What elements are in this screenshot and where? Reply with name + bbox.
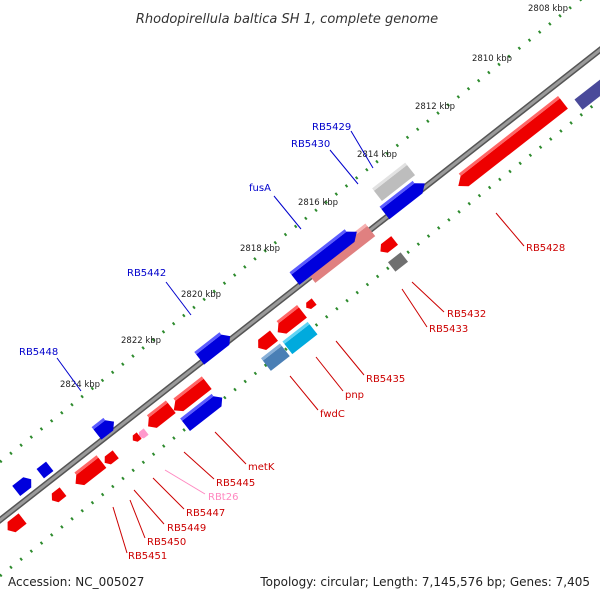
leader-RB5445 [183, 451, 215, 480]
label-RB5432[interactable]: RB5432 [447, 309, 486, 320]
label-RB5450[interactable]: RB5450 [147, 537, 186, 548]
tick-label: 2822 kbp [121, 336, 161, 346]
gene-RB5428[interactable] [452, 96, 568, 191]
label-metK[interactable]: metK [248, 462, 275, 473]
label-RB5451[interactable]: RB5451 [128, 551, 167, 562]
leader-pnp [315, 356, 344, 392]
gene-red-fwdC-region[interactable] [254, 330, 278, 353]
label-RB5448[interactable]: RB5448 [19, 347, 58, 358]
gene-RB5451[interactable] [49, 487, 67, 504]
label-RB5442[interactable]: RB5442 [127, 268, 166, 279]
genome-summary-text: Topology: circular; Length: 7,145,576 bp… [259, 575, 590, 589]
leader-metK [214, 431, 247, 465]
tick-labels: 2808 kbp 2810 kbp 2812 kbp 2814 kbp 2816… [60, 4, 568, 390]
gene-RB5449[interactable] [70, 455, 107, 489]
gene-metK[interactable] [168, 376, 212, 415]
tick-label: 2810 kbp [472, 54, 512, 64]
leader-fwdC [289, 375, 319, 411]
label-RBt26[interactable]: RBt26 [208, 492, 238, 503]
gene-blue-metK-region[interactable] [180, 390, 226, 432]
leader-RB5433 [401, 288, 428, 328]
label-RB5433[interactable]: RB5433 [429, 324, 468, 335]
leader-RB5430 [329, 149, 359, 185]
gene-RB5435[interactable] [272, 305, 307, 337]
label-RB5447[interactable]: RB5447 [186, 508, 225, 519]
accession-text: Accession: NC_005027 [8, 575, 144, 589]
gene-RB5447[interactable] [130, 432, 142, 443]
label-fwdC[interactable]: fwdC [320, 409, 345, 420]
leader-RB5449 [133, 489, 165, 525]
leader-RB5451 [112, 506, 128, 554]
label-RB5429[interactable]: RB5429 [312, 122, 351, 133]
gene-RB5448[interactable] [91, 414, 118, 440]
gene-red-edge[interactable] [4, 513, 27, 535]
label-pnp[interactable]: pnp [345, 390, 364, 401]
leader-fusA [273, 195, 302, 230]
tick-label: 2824 kbp [60, 380, 100, 390]
inner-tick-ruler [0, 98, 600, 578]
leader-RB5432 [411, 281, 445, 313]
leader-RB5429 [350, 130, 374, 169]
label-RB5449[interactable]: RB5449 [167, 523, 206, 534]
label-RB5445[interactable]: RB5445 [216, 478, 255, 489]
gene-purple-edge[interactable] [574, 74, 600, 110]
tick-label: 2820 kbp [181, 290, 221, 300]
gene-RB5450[interactable] [102, 450, 119, 466]
gene-RB5432[interactable] [377, 236, 398, 256]
gene-RB5435-b[interactable] [304, 298, 317, 310]
gene-RB5430[interactable] [379, 176, 429, 220]
outer-tick-ruler [0, 0, 583, 464]
label-fusA[interactable]: fusA [249, 183, 271, 194]
leader-RB5447 [152, 477, 185, 510]
leader-RBt26 [164, 469, 206, 495]
leader-RB5450 [129, 499, 146, 539]
tick-label: 2808 kbp [528, 4, 568, 14]
gene-fwdC[interactable] [261, 343, 290, 371]
gene-blue-small-1[interactable] [36, 461, 54, 479]
gene-fusA-neighbor[interactable] [289, 224, 361, 285]
leader-RB5435 [335, 340, 365, 376]
leader-RB5442 [165, 281, 192, 316]
gene-blue-small-2[interactable] [12, 474, 35, 497]
gene-RB5442[interactable] [194, 329, 234, 365]
label-RB5435[interactable]: RB5435 [366, 374, 405, 385]
gene-pnp[interactable] [282, 321, 318, 355]
label-RB5428[interactable]: RB5428 [526, 243, 565, 254]
label-RB5430[interactable]: RB5430 [291, 139, 330, 150]
leader-RB5448 [56, 357, 82, 392]
leader-RB5428 [495, 212, 525, 247]
genome-backbone-highlight [0, 48, 600, 522]
gene-RB5433[interactable] [388, 252, 408, 272]
tick-label: 2812 kbp [415, 102, 455, 112]
gene-RBt26[interactable] [137, 428, 149, 440]
gene-RB5429[interactable] [372, 162, 416, 202]
map-title: Rhodopirellula baltica SH 1, complete ge… [136, 12, 438, 27]
tick-label: 2814 kbp [357, 150, 397, 160]
tick-label: 2816 kbp [298, 198, 338, 208]
tick-label: 2818 kbp [240, 244, 280, 254]
gene-RB5445[interactable] [142, 400, 176, 431]
